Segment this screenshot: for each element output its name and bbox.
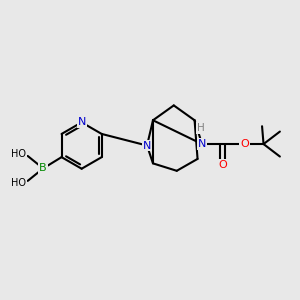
- Text: N: N: [143, 140, 151, 151]
- Text: N: N: [77, 117, 86, 128]
- Text: O: O: [218, 160, 227, 170]
- Text: H: H: [197, 123, 205, 133]
- Text: N: N: [198, 139, 206, 149]
- Text: O: O: [240, 139, 249, 149]
- Text: B: B: [39, 164, 47, 173]
- Text: HO: HO: [11, 178, 26, 188]
- Text: HO: HO: [11, 148, 26, 159]
